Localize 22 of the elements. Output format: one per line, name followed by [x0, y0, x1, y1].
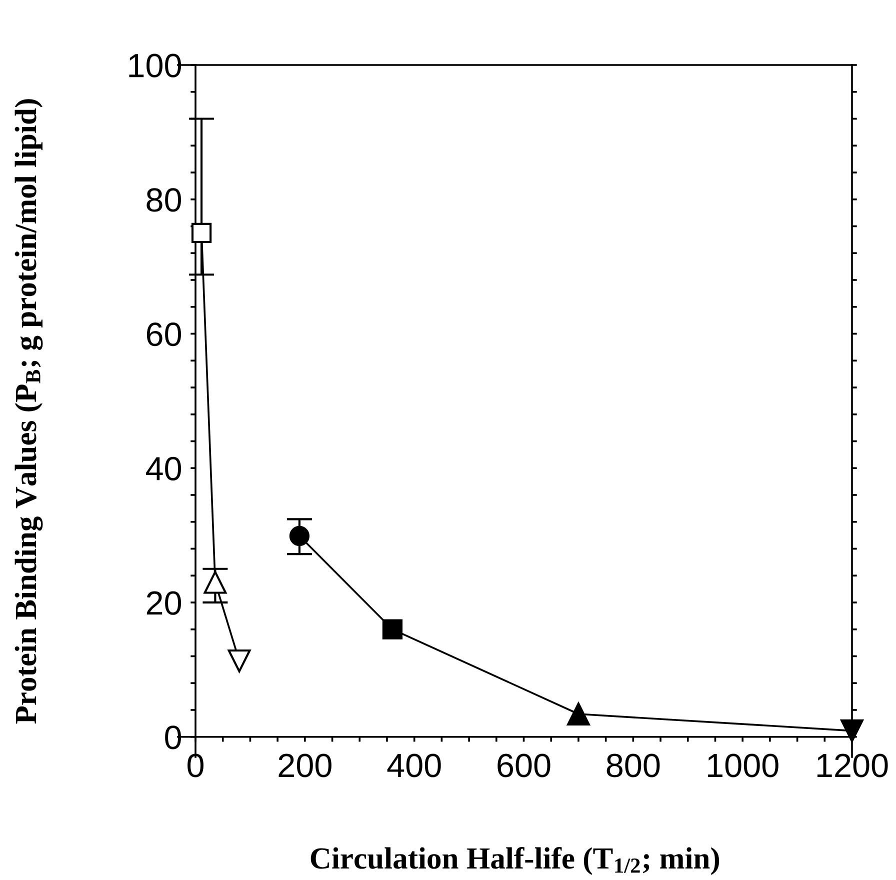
y-tick-label: 40: [146, 456, 182, 481]
point: [204, 570, 227, 594]
x-tick-label: 1200: [817, 754, 888, 778]
y-tick-label: 0: [165, 726, 182, 750]
x-tick-label: 0: [188, 754, 204, 778]
y-tick-label: 20: [146, 591, 182, 615]
point: [191, 222, 212, 244]
x-axis-title: Circulation Half-life (T$_{1/2}$; min): [310, 846, 720, 875]
point: [840, 719, 864, 742]
x-tick-label: 400: [387, 754, 441, 778]
x-tick-label: 600: [498, 754, 550, 778]
point: [382, 619, 403, 640]
x-tick-label: 1000: [708, 754, 778, 778]
y-axis-title: Protein Binding Values (P$_{B}$; g protein/mol lipid): [14, 99, 43, 724]
x-tick-label: 200: [278, 754, 332, 778]
point: [567, 702, 590, 726]
y-tick-label: 100: [129, 54, 182, 78]
y-tick-label: 60: [146, 322, 182, 346]
point: [289, 526, 310, 546]
point: [228, 649, 251, 672]
y-tick-label: 80: [146, 188, 182, 212]
x-tick-label: 800: [606, 754, 660, 778]
